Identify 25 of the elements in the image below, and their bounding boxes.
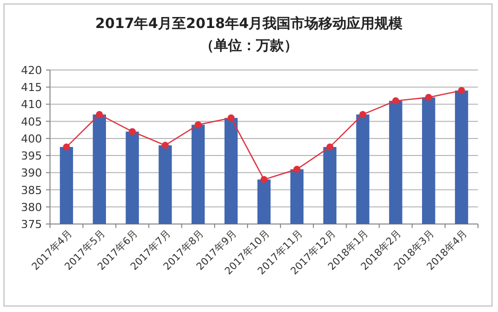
point [326, 144, 334, 150]
point [96, 110, 103, 118]
point [392, 97, 400, 104]
y-tick-label: 375 [21, 218, 42, 231]
chart-title: 2017年4月至2018年4月我国市场移动应用规模 [95, 15, 404, 32]
y-tick-label: 415 [21, 81, 42, 94]
point [425, 94, 432, 101]
y-tick-label: 385 [21, 184, 42, 197]
point [128, 128, 136, 136]
point [293, 166, 300, 173]
point [458, 87, 466, 94]
point [62, 144, 70, 150]
y-tick-label: 380 [21, 200, 42, 214]
point [194, 121, 202, 128]
point [359, 110, 366, 118]
y-tick-label: 410 [21, 98, 42, 112]
y-tick-label: 405 [21, 115, 42, 128]
point [260, 176, 268, 184]
y-tick-label: 420 [21, 64, 42, 77]
y-tick-label: 390 [21, 166, 42, 180]
point [162, 142, 169, 149]
y-tick-label: 395 [21, 150, 42, 163]
point [228, 114, 235, 122]
chart-subtitle: （单位：万款） [200, 38, 298, 54]
y-tick-label: 400 [21, 132, 42, 146]
